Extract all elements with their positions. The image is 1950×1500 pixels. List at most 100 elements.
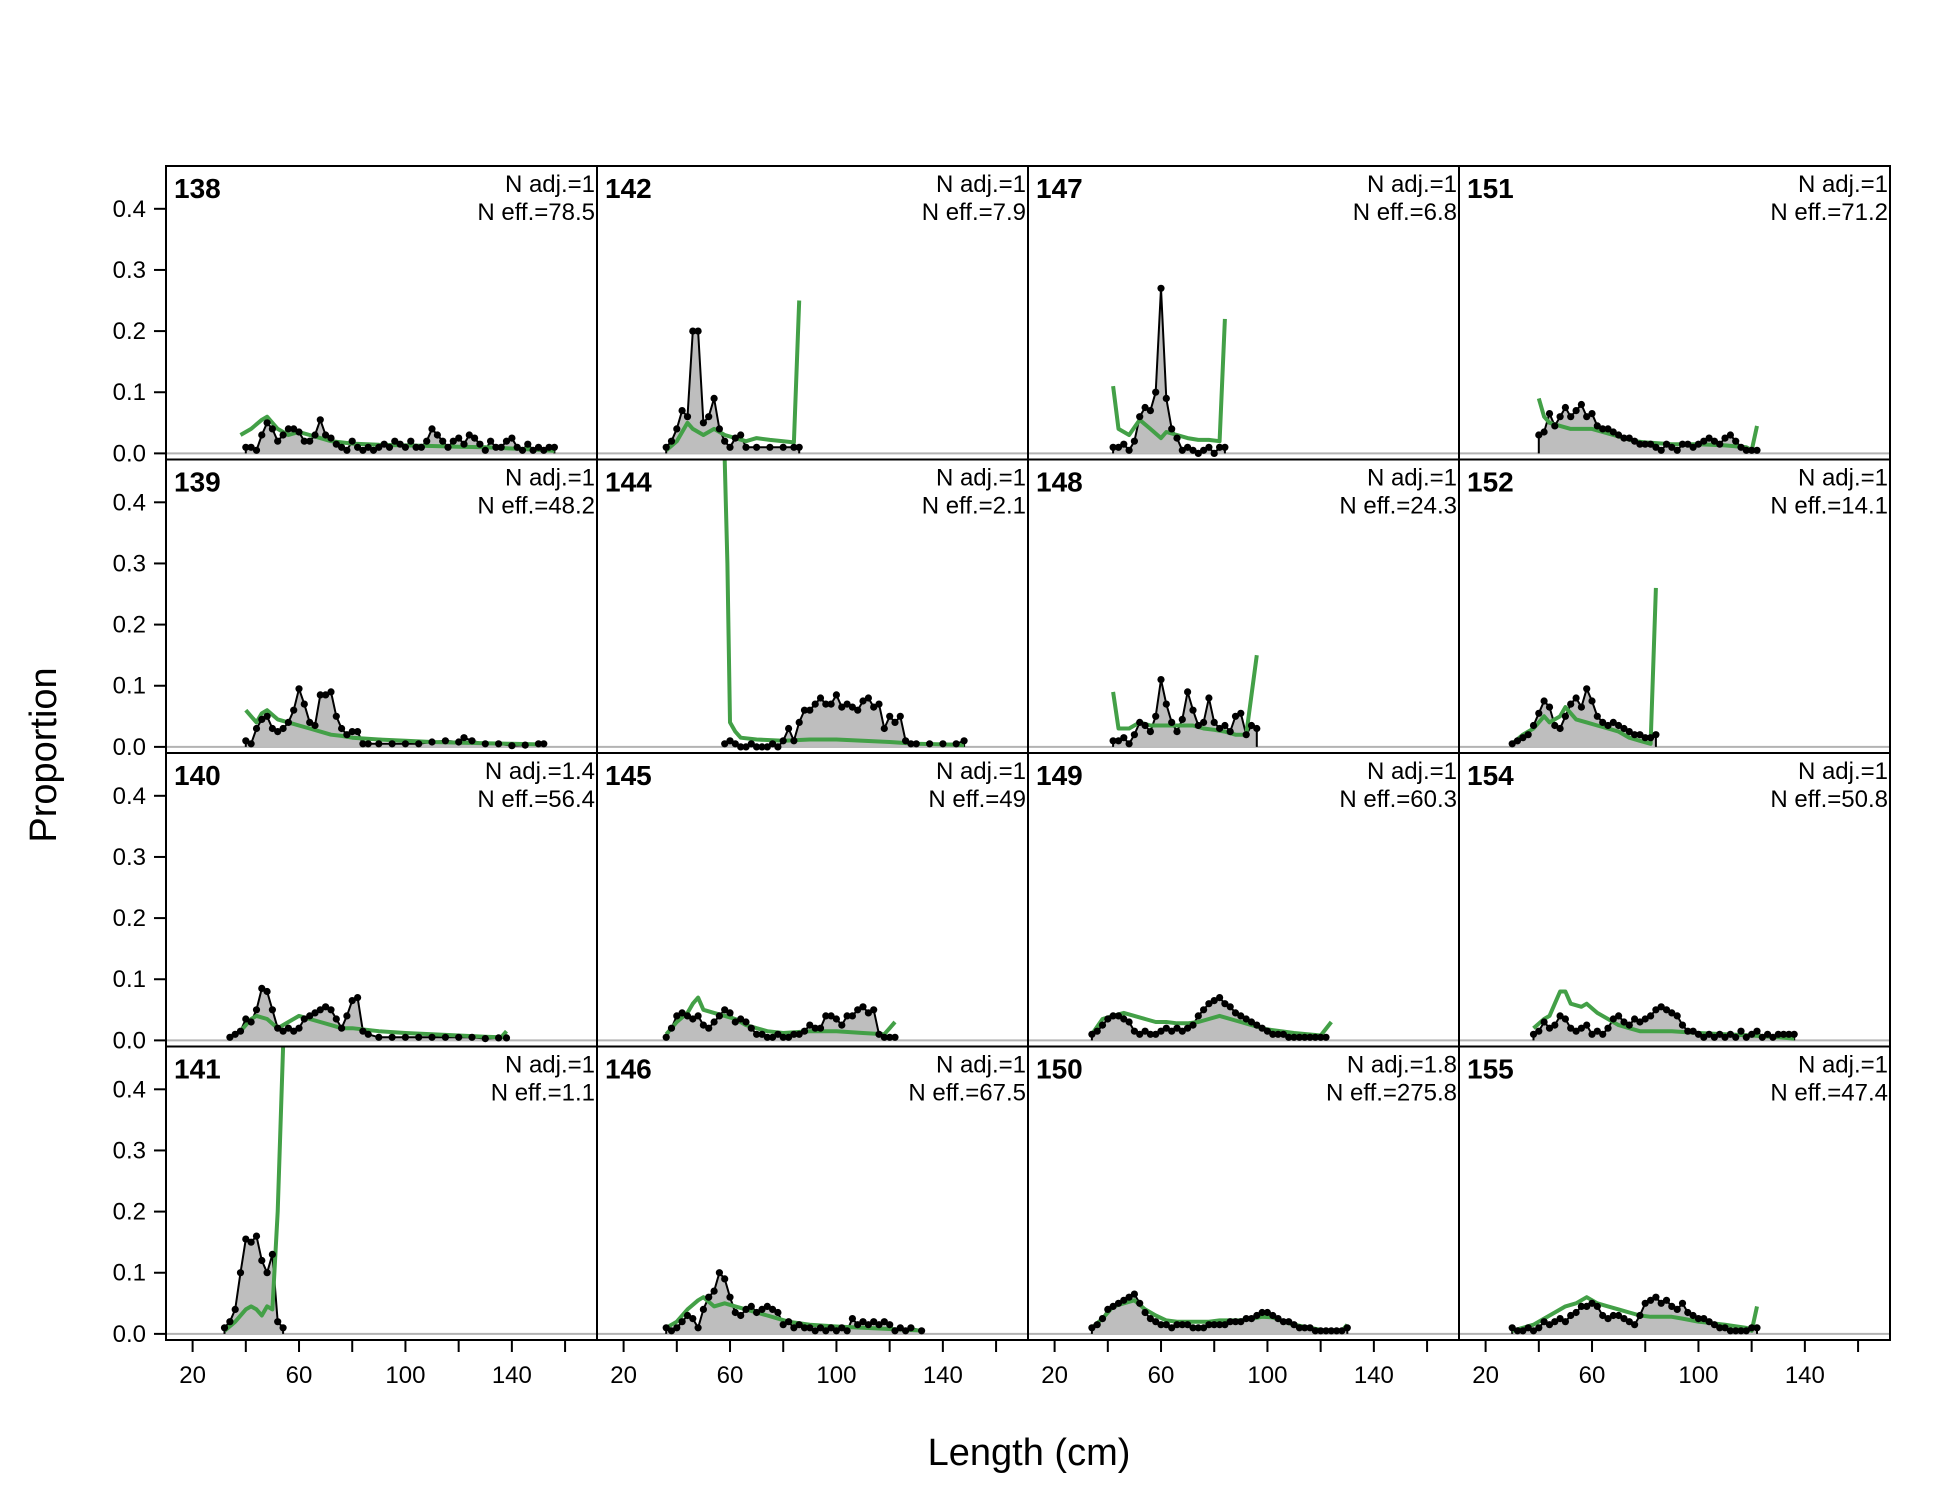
observed-point-139-5 [268, 724, 276, 733]
observed-point-145-4 [683, 1012, 692, 1020]
observed-point-154-23 [1652, 1006, 1660, 1014]
observed-point-155-12 [1572, 1308, 1580, 1317]
observed-point-141-2 [231, 1305, 239, 1313]
observed-point-151-9 [1583, 413, 1591, 421]
observed-point-152-17 [1599, 718, 1607, 727]
observed-point-155-4 [1529, 1327, 1538, 1335]
observed-point-146-5 [689, 1315, 697, 1323]
observed-point-138-13 [311, 431, 319, 439]
axes-layer: 0.0 0.1 0.2 0.3 0.4 0.0 0.1 0.2 0.3 0.4 0.0 0.1 0.2 0… [113, 196, 1860, 1389]
observed-point-151-25 [1668, 443, 1676, 451]
observed-point-146-47 [918, 1327, 926, 1335]
observed-point-145-38 [864, 1009, 873, 1017]
y-tick-label: 0.0 [113, 1321, 146, 1348]
observed-area-146 [666, 1272, 922, 1334]
observed-point-139-30 [455, 738, 463, 746]
observed-point-148-4 [1130, 731, 1138, 739]
observed-point-147-6 [1141, 403, 1149, 412]
observed-point-151-10 [1588, 410, 1596, 418]
observed-point-145-25 [795, 1030, 803, 1038]
panel-145: 145 N adj.=1N eff.=49 [596, 752, 1029, 1048]
observed-point-144-11 [779, 737, 787, 745]
observed-point-138-38 [444, 443, 452, 451]
observed-point-150-29 [1242, 1315, 1250, 1323]
observed-point-145-17 [753, 1030, 761, 1038]
panel-142: 142 N adj.=1N eff.=7.9 [596, 165, 1029, 461]
y-tick-label: 0.4 [113, 196, 146, 223]
observed-point-152-22 [1625, 728, 1633, 736]
panel-id-label: 152 [1467, 467, 1514, 498]
panel-n-adj-label: N adj.=1 [1798, 1052, 1888, 1079]
observed-point-152-1 [1513, 737, 1522, 745]
observed-point-144-12 [785, 724, 793, 733]
y-tick-label: 0.4 [113, 489, 146, 516]
observed-point-155-9 [1556, 1315, 1564, 1323]
expected-line-140 [228, 1013, 509, 1040]
observed-point-150-40 [1301, 1324, 1309, 1332]
panel-n-eff-label: N eff.=7.9 [922, 199, 1026, 226]
observed-point-155-42 [1732, 1327, 1740, 1335]
observed-point-146-4 [683, 1311, 692, 1320]
observed-point-155-19 [1609, 1311, 1617, 1320]
observed-point-144-20 [827, 700, 835, 708]
observed-point-146-21 [774, 1308, 782, 1317]
observed-point-142-15 [742, 443, 750, 451]
observed-point-146-16 [747, 1302, 755, 1310]
y-tick-label: 0.1 [113, 673, 146, 700]
observed-point-138-37 [439, 437, 447, 445]
observed-point-151-29 [1689, 443, 1697, 451]
observed-point-139-1 [247, 740, 255, 748]
observed-point-145-21 [774, 1030, 782, 1038]
observed-point-138-47 [492, 443, 500, 451]
observed-point-149-4 [1109, 1012, 1117, 1020]
observed-point-146-15 [742, 1305, 750, 1313]
observed-point-149-5 [1114, 1012, 1123, 1020]
observed-point-142-7 [699, 419, 708, 427]
observed-point-145-39 [870, 1006, 878, 1014]
observed-point-149-2 [1098, 1021, 1107, 1029]
observed-point-145-12 [726, 1009, 734, 1017]
observed-point-147-7 [1146, 407, 1154, 415]
observed-point-139-17 [332, 712, 340, 720]
panel-n-eff-label: N eff.=275.8 [1326, 1080, 1457, 1107]
observed-point-138-2 [252, 446, 261, 454]
observed-point-154-43 [1758, 1033, 1766, 1041]
observed-point-142-12 [726, 443, 734, 451]
observed-point-150-48 [1343, 1324, 1351, 1332]
y-axis-title: Proportion [23, 667, 65, 842]
observed-point-151-7 [1572, 407, 1580, 415]
observed-point-142-1 [667, 437, 676, 445]
observed-point-154-49 [1790, 1030, 1798, 1038]
observed-point-138-55 [534, 443, 543, 451]
observed-point-155-8 [1551, 1318, 1559, 1326]
observed-point-145-33 [838, 1021, 846, 1029]
observed-point-149-32 [1258, 1024, 1266, 1032]
x-tick-label: 20 [1472, 1362, 1499, 1389]
observed-point-148-8 [1152, 712, 1160, 720]
panel-plot-area-154 [1459, 989, 1890, 1042]
panel-n-eff-label: N eff.=67.5 [908, 1080, 1026, 1107]
observed-point-148-14 [1184, 688, 1192, 696]
observed-point-138-52 [518, 446, 527, 454]
observed-point-150-36 [1279, 1318, 1287, 1326]
observed-point-151-35 [1721, 434, 1729, 442]
observed-point-148-16 [1194, 721, 1202, 730]
observed-point-140-27 [375, 1033, 383, 1041]
observed-point-145-9 [710, 1018, 718, 1026]
observed-point-148-12 [1173, 728, 1181, 736]
observed-point-147-15 [1189, 446, 1197, 454]
observed-point-155-35 [1694, 1315, 1702, 1323]
observed-point-144-18 [816, 694, 825, 702]
observed-point-140-26 [364, 1030, 372, 1038]
observed-point-146-6 [694, 1324, 702, 1332]
observed-point-148-24 [1237, 709, 1245, 717]
observed-point-155-33 [1684, 1308, 1692, 1317]
y-tick-label: 0.2 [113, 612, 146, 639]
observed-point-144-29 [875, 700, 883, 708]
observed-point-150-24 [1216, 1321, 1224, 1329]
observed-point-150-3 [1104, 1305, 1112, 1313]
observed-point-146-24 [790, 1324, 798, 1332]
observed-point-141-11 [279, 1324, 287, 1332]
observed-point-146-30 [822, 1327, 830, 1335]
observed-point-150-46 [1333, 1327, 1341, 1335]
